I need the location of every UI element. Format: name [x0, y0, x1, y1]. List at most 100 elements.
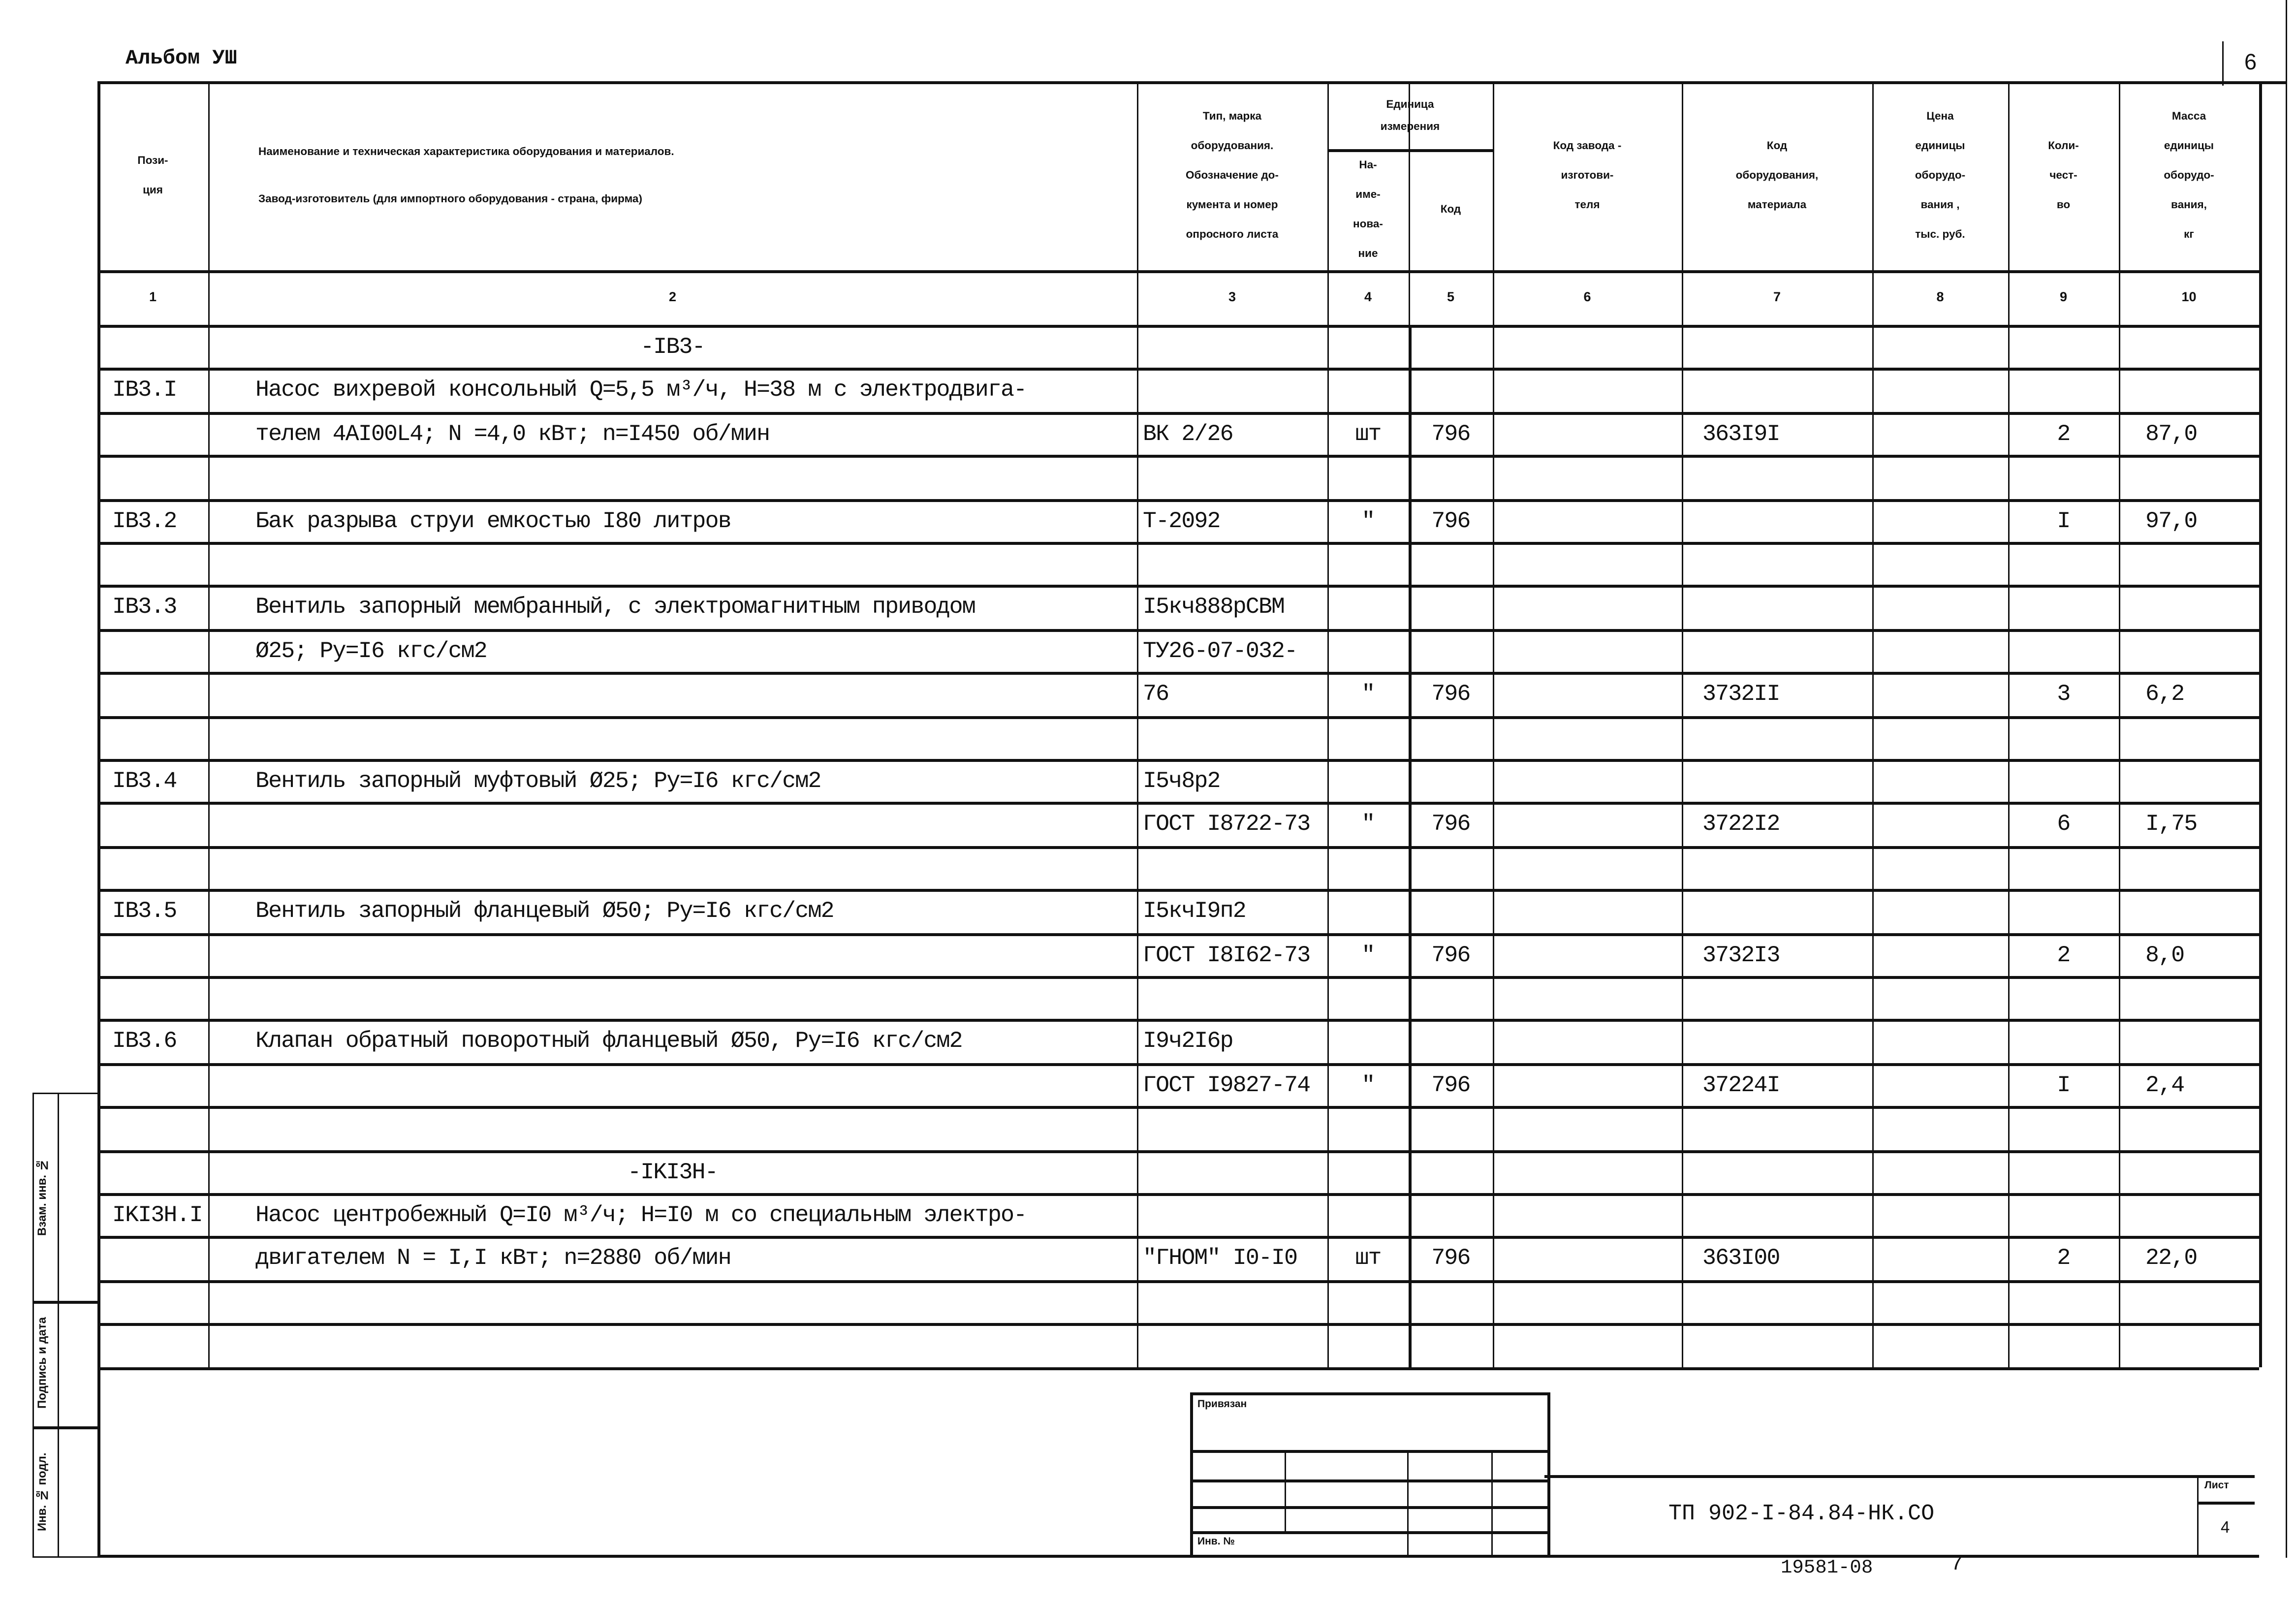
column-number: 3	[1228, 289, 1236, 304]
album-label: Альбом УШ	[126, 47, 237, 71]
unit-name: шт	[1355, 420, 1382, 447]
archive-number: 19581-08	[1781, 1556, 1873, 1578]
header-text: ние	[1358, 247, 1378, 260]
unit-group-line	[1327, 149, 1493, 152]
column-header-10: Масса единицы оборудо-вания, кг	[2119, 81, 2259, 270]
column-number: 2	[668, 289, 676, 304]
header-text: Тип, марка	[1202, 109, 1262, 123]
item-description: Ø25; Ру=I6 кгс/см2	[255, 637, 488, 664]
unit-code: 796	[1431, 420, 1471, 447]
header-text: Единица	[1386, 97, 1434, 111]
column-header-5: Код	[1409, 149, 1493, 270]
header-text: оборудо-	[1915, 168, 1966, 182]
position: IB3.3	[112, 594, 177, 621]
header-text: Код	[1766, 139, 1788, 152]
item-description: Вентиль запорный фланцевый Ø50; Ру=I6 кг…	[255, 898, 835, 925]
column-line	[1409, 325, 1412, 1367]
header-text: измерения	[1380, 120, 1440, 133]
item-type: Т-2092	[1143, 507, 1221, 534]
row-line	[97, 498, 2259, 502]
inv-original-label: Инв. № подл.	[35, 1452, 49, 1531]
item-type: I5ч8р2	[1143, 768, 1221, 794]
frame-right	[2286, 0, 2287, 1558]
item-type: ВК 2/26	[1143, 420, 1234, 447]
row-line	[97, 976, 2259, 979]
row-line	[97, 1019, 2259, 1023]
header-text: кг	[2184, 227, 2194, 241]
row-line	[97, 368, 2259, 372]
row-line	[97, 889, 2259, 892]
title-block: Привязан Инв. № ТП 902-I-84.84-НК.СО Лис…	[97, 1367, 2259, 1578]
tied-label: Привязан	[1197, 1400, 1247, 1410]
side-stamp: Взам. инв. № Подпись и дата Инв. № подл.	[32, 1093, 99, 1558]
row-line	[97, 1280, 2259, 1283]
item-description: Насос центробежный Q=I0 м³/ч; H=I0 м со …	[255, 1202, 1027, 1228]
column-header-2: Наименование и техническая характеристик…	[208, 81, 1137, 270]
header-text: Код	[1440, 202, 1461, 216]
row-line	[97, 1106, 2259, 1109]
column-header-8: Цена единицы оборудо-вания , тыс. руб.	[1872, 81, 2008, 270]
column-line	[1493, 81, 1494, 1367]
unit-mass: 87,0	[2145, 420, 2198, 447]
item-type: I5кч888рСВМ	[1143, 594, 1285, 621]
header-text: Наименование и техническая характеристик…	[258, 145, 674, 158]
header-text: опросного листа	[1186, 227, 1279, 241]
row-line	[97, 1149, 2259, 1153]
header-text: материала	[1747, 198, 1807, 211]
item-description: Вентиль запорный мембранный, с электрома…	[255, 594, 976, 621]
item-description: -IB3-	[640, 334, 705, 360]
column-number: 6	[1583, 289, 1591, 304]
header-text: На-	[1359, 158, 1377, 171]
quantity: 3	[2057, 681, 2071, 708]
row-line	[97, 672, 2259, 675]
unit-name: "	[1361, 1071, 1375, 1099]
document-code: ТП 902-I-84.84-НК.СО	[1668, 1502, 1935, 1527]
unit-name: шт	[1355, 1245, 1382, 1272]
row-line	[97, 846, 2259, 849]
item-type: ГОСТ I9827-74	[1143, 1071, 1311, 1099]
column-line	[2119, 81, 2120, 1367]
header-text: оборудования.	[1191, 139, 1274, 152]
quantity: 2	[2057, 420, 2071, 447]
column-line	[97, 81, 100, 1555]
header-text: ция	[143, 183, 163, 196]
column-header-3: Тип, марка оборудования. Обозначение до-ку…	[1137, 81, 1327, 270]
unit-name: "	[1361, 681, 1375, 708]
item-description: Бак разрыва струи емкостью I80 литров	[255, 507, 732, 534]
header-text: Цена	[1926, 109, 1954, 123]
column-line	[1327, 81, 1329, 1367]
header-text: нова-	[1353, 217, 1383, 230]
unit-mass: I,75	[2145, 811, 2198, 838]
item-type: ГОСТ I8722-73	[1143, 811, 1311, 838]
position: IB3.2	[112, 507, 177, 534]
column-line	[1682, 81, 1683, 1367]
sheet-number: 4	[2221, 1519, 2230, 1537]
header-text: оборудования,	[1735, 168, 1819, 182]
header-text: единицы	[1915, 139, 1965, 152]
item-description: двигателем N = I,I кВт; n=2880 об/мин	[255, 1245, 732, 1272]
signature-date-label: Подпись и дата	[35, 1318, 49, 1410]
position: IB3.5	[112, 898, 177, 925]
header-text: вания ,	[1920, 198, 1960, 211]
equipment-code: 363I9I	[1702, 420, 1780, 447]
archive-sheet: 7	[1950, 1553, 1963, 1577]
unit-mass: 6,2	[2145, 681, 2185, 708]
item-description: -IKI3H-	[628, 1158, 719, 1185]
column-line	[2259, 81, 2262, 1367]
unit-code: 796	[1431, 681, 1471, 708]
quantity: 6	[2057, 811, 2071, 838]
equipment-code: 3722I2	[1702, 811, 1780, 838]
column-line	[1137, 81, 1138, 1367]
header-text: вания,	[2171, 198, 2207, 211]
header-text: име-	[1355, 188, 1381, 201]
page-number-box: 6	[2222, 41, 2286, 86]
row-line	[97, 1323, 2259, 1326]
unit-name: "	[1361, 811, 1375, 838]
unit-mass: 97,0	[2145, 507, 2198, 534]
header-text: Пози-	[137, 154, 168, 167]
column-line	[1872, 81, 1874, 1367]
page-number: 6	[2244, 50, 2257, 75]
item-type: "ГНОМ" I0-I0	[1143, 1245, 1298, 1272]
item-type: I5кчI9п2	[1143, 898, 1247, 925]
sheet-label: Лист	[2204, 1481, 2229, 1491]
